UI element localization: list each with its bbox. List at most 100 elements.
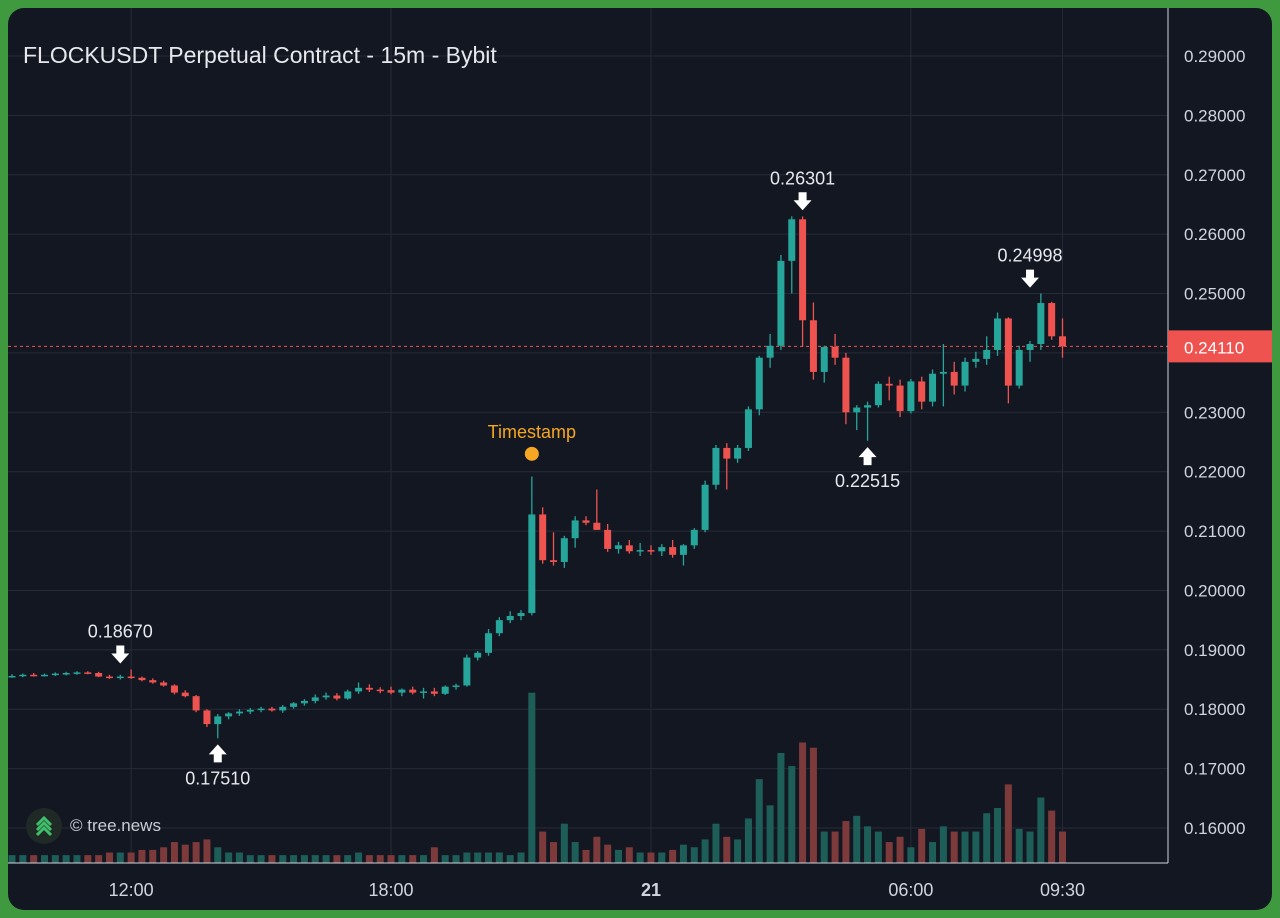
volume-bar [669, 849, 677, 863]
candlestick-chart[interactable]: 0.18670 0.17510 0.26301 0.22515 0.24998 Time… [8, 8, 1272, 910]
volume-bar [192, 842, 200, 863]
candle-body [788, 219, 796, 261]
candle-body [311, 697, 319, 701]
volume-bar [1059, 831, 1067, 863]
candle-body [766, 345, 774, 358]
volume-bar [51, 855, 59, 863]
volume-bar [788, 766, 796, 863]
candle-body [430, 691, 438, 694]
x-tick-label: 21 [641, 880, 661, 900]
volume-bar [994, 807, 1002, 863]
candle-body [149, 680, 157, 683]
volume-bar [387, 855, 395, 863]
volume-bar [8, 855, 16, 863]
volume-bar [604, 844, 612, 863]
volume-bar [257, 855, 265, 863]
candle-body [8, 675, 16, 678]
volume-bar [853, 815, 861, 863]
volume-bar [181, 844, 189, 863]
price-callout: 0.17510 [185, 744, 250, 788]
y-tick-label: 0.17000 [1184, 760, 1245, 779]
volume-bars [8, 692, 1067, 863]
candle-body [799, 219, 807, 321]
volume-bar [647, 852, 655, 863]
volume-bar [105, 852, 113, 863]
candle-body [874, 383, 882, 406]
volume-bar [820, 831, 828, 863]
volume-bar [398, 855, 406, 863]
candle-body [744, 409, 752, 448]
candle-body [972, 358, 980, 362]
volume-bar [441, 855, 449, 863]
volume-bar [679, 844, 687, 863]
candle-body [192, 696, 200, 711]
candle-body [1059, 336, 1067, 347]
up-arrow-icon [208, 744, 227, 763]
volume-bar [571, 842, 579, 863]
candle-body [138, 677, 146, 681]
candle-body [506, 615, 514, 621]
price-callout: 0.26301 [770, 168, 835, 211]
candle-body [116, 676, 124, 679]
candle-body [896, 385, 904, 412]
axes: 0.290000.280000.270000.260000.250000.240… [8, 8, 1272, 900]
volume-bar [799, 742, 807, 863]
volume-bar [160, 847, 168, 863]
candle-body [983, 349, 991, 359]
volume-bar [430, 847, 438, 863]
x-tick-label: 06:00 [888, 880, 933, 900]
candle-body [636, 550, 644, 552]
candle-body [257, 708, 265, 711]
candle-body [604, 529, 612, 549]
timestamp-annotation: Timestamp [488, 422, 576, 461]
candle-body [95, 673, 103, 677]
candle-body [495, 620, 503, 634]
candle-body [734, 447, 742, 459]
volume-bar [409, 855, 417, 863]
price-callout: 0.22515 [835, 447, 900, 491]
tree-news-logo-icon [26, 808, 62, 844]
volume-bar [517, 852, 525, 863]
volume-bar [495, 852, 503, 863]
volume-bar [485, 852, 493, 863]
candle-body [625, 545, 633, 552]
candle-body [127, 676, 135, 679]
candle-body [474, 652, 482, 658]
candle-body [30, 674, 38, 677]
volume-bar [138, 849, 146, 863]
volume-bar [560, 823, 568, 863]
candle-body [842, 357, 850, 413]
price-callouts: 0.18670 0.17510 0.26301 0.22515 0.24998 [88, 168, 1063, 788]
candle-body [1026, 344, 1034, 350]
timestamp-marker-icon[interactable] [524, 446, 539, 461]
volume-bar [896, 836, 904, 863]
candle-body [593, 522, 601, 530]
candle-body [658, 547, 666, 552]
volume-bar [539, 831, 547, 863]
candle-body [160, 682, 168, 686]
volume-bar [961, 831, 969, 863]
volume-bar [550, 842, 557, 863]
candle-body [203, 710, 211, 725]
x-tick-label: 09:30 [1040, 880, 1085, 900]
candle-body [1015, 349, 1023, 386]
volume-bar [734, 839, 742, 863]
candle-body [809, 320, 817, 372]
candle-body [777, 260, 785, 346]
volume-bar [279, 855, 287, 863]
down-arrow-icon [111, 645, 130, 664]
candle-body [550, 560, 557, 562]
candle-body [820, 346, 828, 372]
candle-body [246, 709, 254, 712]
volume-bar [929, 842, 937, 863]
candle-body [614, 545, 622, 549]
down-arrow-icon [1021, 269, 1040, 288]
y-tick-label: 0.25000 [1184, 285, 1245, 304]
candle-body [344, 691, 352, 699]
volume-bar [864, 826, 872, 863]
candle-body [1048, 303, 1056, 337]
volume-bar [322, 855, 330, 863]
volume-bar [744, 818, 752, 863]
candle-body [170, 685, 178, 693]
volume-bar [723, 836, 731, 863]
